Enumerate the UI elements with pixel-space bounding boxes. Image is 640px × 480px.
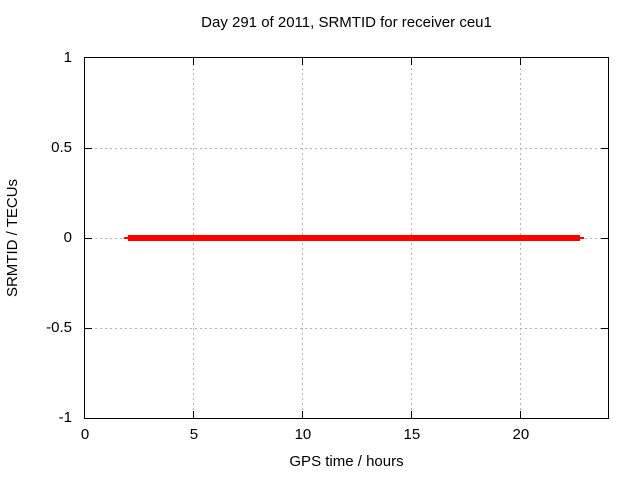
x-tick-mark-top [411,58,413,65]
x-tick-label: 10 [294,426,312,443]
x-tick-mark-bottom [520,411,522,418]
y-tick-mark-right [601,327,608,329]
y-tick-label: 0.5 [51,139,72,156]
y-tick-label: -0.5 [46,319,72,336]
x-axis-title: GPS time / hours [289,453,404,470]
x-tick-label: 5 [189,426,199,443]
x-tick-mark-top [302,58,304,65]
y-tick-mark-left [85,147,92,149]
x-tick-label: 15 [403,426,421,443]
x-tick-mark-bottom [193,411,195,418]
y-tick-mark-right [601,147,608,149]
x-tick-mark-top [193,58,195,65]
chart-title: Day 291 of 2011, SRMTID for receiver ceu… [201,14,492,31]
x-tick-label: 0 [80,426,90,443]
y-tick-mark-right [601,237,608,239]
y-gridline [85,327,608,329]
y-tick-mark-left [85,327,92,329]
data-line [128,235,580,241]
y-tick-label: 1 [63,49,72,66]
x-tick-label: 20 [512,426,530,443]
x-tick-mark-bottom [411,411,413,418]
y-tick-mark-left [85,237,92,239]
x-tick-mark-top [520,58,522,65]
y-gridline [85,147,608,149]
y-tick-label: 0 [63,229,72,246]
x-tick-mark-bottom [302,411,304,418]
y-tick-label: -1 [58,409,72,426]
plot-area: 0 5 10 15 20 1 0.5 0 -0.5 -1 [46,49,609,443]
